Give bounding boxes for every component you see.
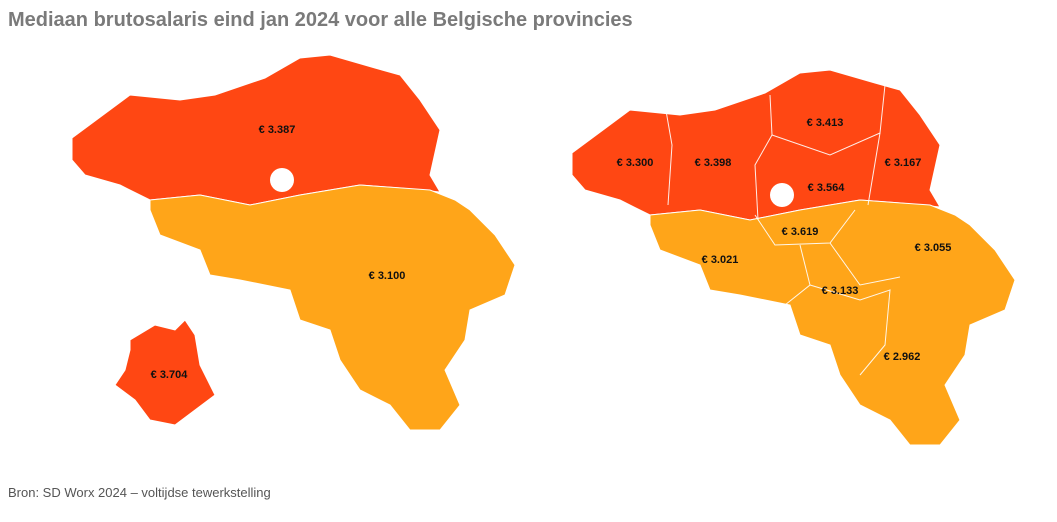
walloon-provinces — [649, 199, 1016, 446]
border — [829, 242, 901, 286]
region-label: € 3.133 — [822, 285, 859, 297]
region-label: € 3.300 — [617, 157, 654, 169]
region-label: € 3.167 — [885, 157, 922, 169]
border — [809, 284, 891, 376]
labels: € 3.387 € 3.100 € 3.704 € 3.300 € 3.398 € 3.4… — [151, 117, 952, 381]
title: Mediaan brutosalaris eind jan 2024 voor … — [8, 9, 633, 31]
border — [867, 132, 881, 206]
border — [664, 104, 673, 206]
region-label: € 3.387 — [259, 124, 296, 136]
border — [754, 94, 773, 221]
border — [771, 84, 886, 156]
region-label: € 3.398 — [695, 157, 732, 169]
map-regions — [71, 54, 516, 431]
flemish-provinces — [571, 69, 941, 221]
border — [754, 209, 856, 246]
brussels-hole — [270, 168, 294, 192]
region-label: € 3.055 — [915, 242, 952, 254]
brussels — [114, 319, 216, 426]
region-label: € 2.962 — [884, 351, 921, 363]
region-label: € 3.021 — [702, 254, 739, 266]
source: Bron: SD Worx 2024 – voltijdse tewerkste… — [8, 485, 271, 500]
region-label: € 3.413 — [807, 117, 844, 129]
brussels-hole — [770, 183, 794, 207]
flanders — [71, 54, 441, 206]
region-label: € 3.564 — [808, 182, 846, 194]
region-label: € 3.619 — [782, 226, 819, 238]
region-label: € 3.704 — [151, 369, 189, 381]
region-label: € 3.100 — [369, 270, 406, 282]
map-provinces — [571, 69, 1016, 446]
wallonia — [149, 184, 516, 431]
